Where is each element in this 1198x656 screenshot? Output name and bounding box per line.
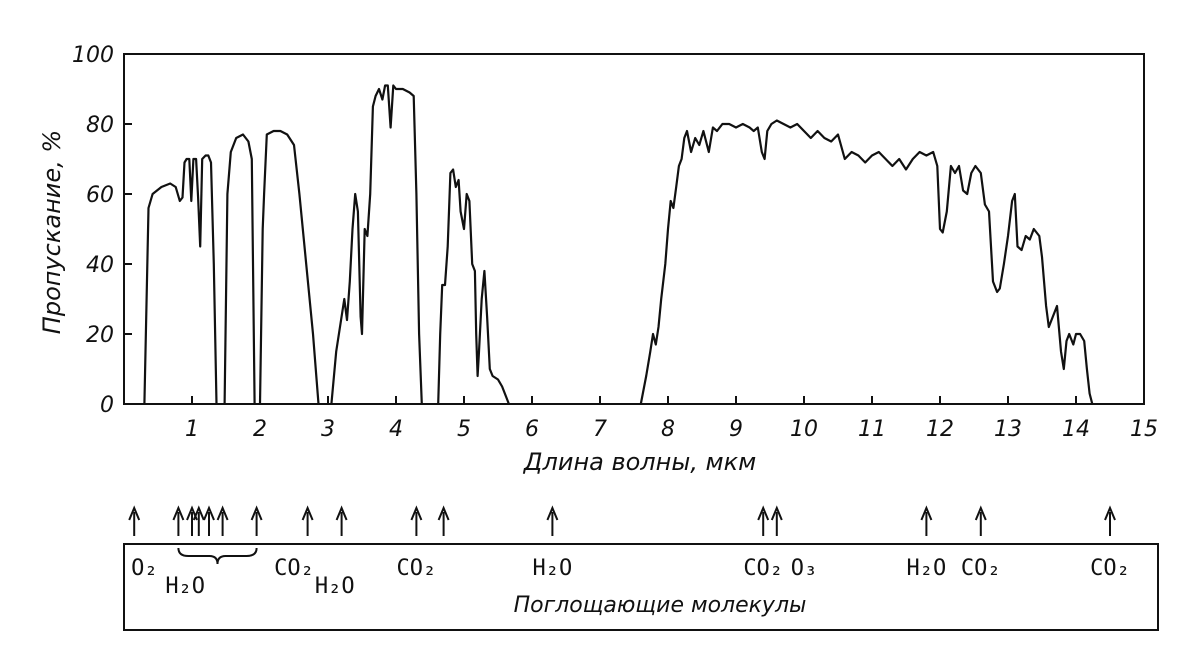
x-tick-label: 2 [253,417,267,442]
x-tick-label: 6 [525,417,539,442]
absorber-arrowhead [192,505,205,521]
absorber-arrowhead [335,505,348,521]
absorber-label: CO₂ [961,556,1001,581]
series-line [639,119,1094,405]
absorber-arrowhead [128,505,141,521]
absorber-arrowhead [203,505,215,521]
absorber-label: O₃ [791,556,818,581]
x-tick-label: 9 [729,417,743,442]
series-line [330,84,423,405]
absorbers-caption: Поглощающие молекулы [514,593,807,618]
x-tick-label: 7 [593,417,607,442]
series-line [437,168,510,405]
x-tick-label: 15 [1130,417,1158,442]
y-axis-title: Пропускание, % [38,130,66,334]
x-axis-title: Длина волны, мкм [523,448,757,476]
h2o-brace [177,547,258,565]
series-line [223,133,256,405]
absorber-arrowhead [216,505,229,521]
x-tick-label: 8 [661,417,675,442]
y-axis: 0 20 40 60 80 100 [72,43,132,418]
absorber-arrowhead [1104,505,1116,521]
x-tick-label: 10 [790,417,818,442]
absorber-arrowhead [437,505,450,521]
x-tick-label: 11 [858,417,886,442]
absorber-label: H₂O [533,556,573,581]
series-line [258,129,320,405]
absorber-arrowhead [920,505,933,521]
absorber-label: CO₂ [743,556,783,581]
y-tick-label: 80 [86,113,114,138]
series-line [143,154,218,405]
absorber-label: CO₂ [397,556,437,581]
absorber-label: H₂O [165,574,205,599]
absorber-arrowhead [770,505,783,521]
absorbers-box [123,543,1159,631]
absorber-arrowhead [974,505,987,521]
y-tick-label: 0 [100,393,114,418]
absorber-label: H₂O [907,556,947,581]
series-group [143,84,1094,405]
absorber-arrowhead [250,505,263,521]
x-tick-label: 3 [321,417,335,442]
y-tick-label: 60 [86,183,114,208]
x-tick-label: 14 [1062,417,1090,442]
absorber-label: CO₂ [274,556,314,581]
absorber-arrowhead [301,505,314,521]
plot-frame [123,53,1145,405]
absorber-arrowhead [172,505,185,521]
x-tick-label: 13 [994,417,1022,442]
y-tick-label: 40 [86,253,114,278]
plot-area [123,53,1145,405]
absorber-arrowhead [410,505,423,521]
x-tick-label: 1 [185,417,199,442]
absorber-label: H₂O [315,574,355,599]
absorber-label: CO₂ [1090,556,1130,581]
y-tick-label: 100 [72,43,114,68]
absorber-label: O₂ [131,556,158,581]
absorber-arrowhead [546,505,559,521]
x-tick-label: 4 [389,417,403,442]
absorber-arrowhead [757,505,770,521]
x-tick-label: 5 [457,417,471,442]
x-axis: 1 2 3 4 5 6 7 8 9 10 11 12 13 14 15 [185,396,1158,442]
x-tick-label: 12 [926,417,954,442]
y-tick-label: 20 [86,323,114,348]
